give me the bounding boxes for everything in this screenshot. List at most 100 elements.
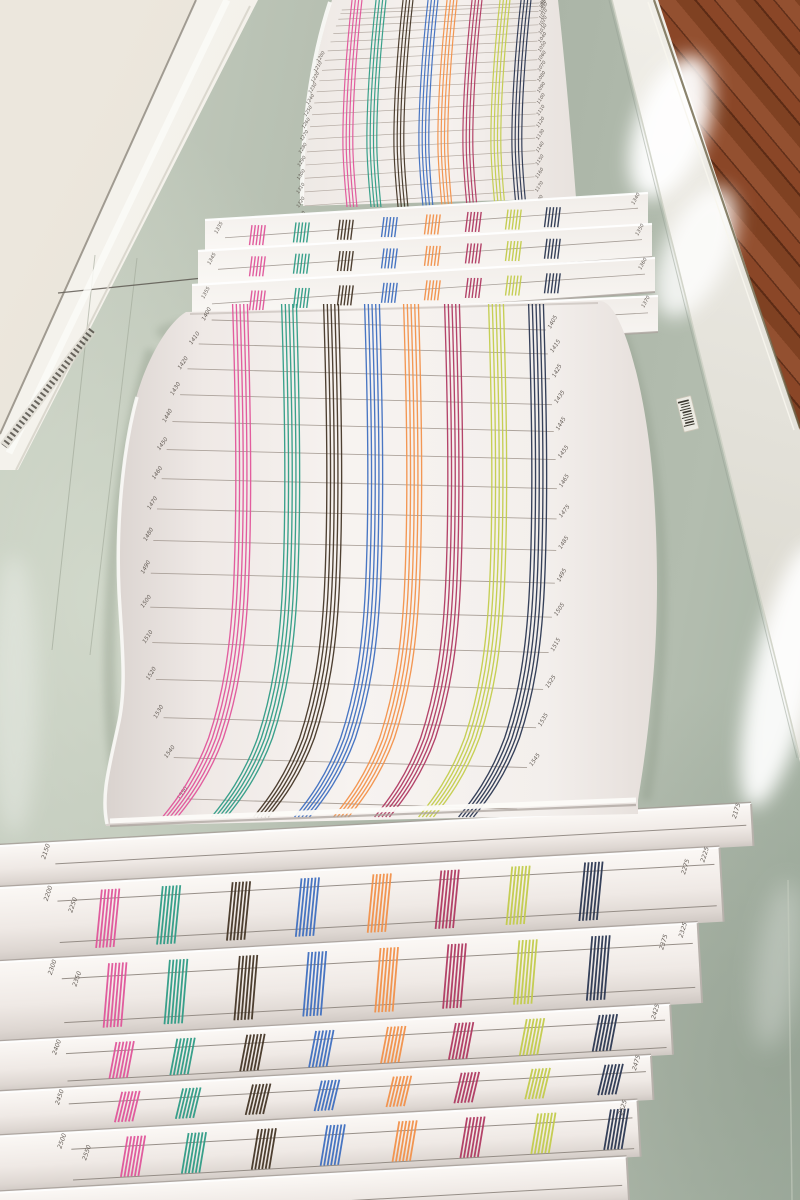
fold-edge-highlight <box>191 256 656 287</box>
ink-line-crimson <box>381 303 456 818</box>
ink-stroke-orange <box>384 873 392 932</box>
ink-stroke-orange <box>373 873 382 933</box>
tick-numeral: 2300 <box>47 959 59 976</box>
tick-numeral: 1345 <box>206 252 217 266</box>
ink-stroke-dark-brown <box>336 219 341 240</box>
fold-edge-highlight <box>0 1099 638 1140</box>
ink-stroke-dark-brown <box>256 1033 266 1071</box>
ink-line-pink <box>169 303 244 818</box>
ink-stroke-blue <box>302 952 310 1017</box>
ink-stroke-teal <box>296 287 300 309</box>
ink-stroke-pink <box>127 1090 138 1122</box>
step-shadow <box>721 851 731 922</box>
ink-stroke-pink <box>262 225 266 246</box>
ink-stroke-navy <box>592 935 601 1001</box>
ink-stroke-orange <box>427 214 431 235</box>
ruled-line <box>211 273 646 305</box>
ink-stroke-pink <box>116 962 124 1027</box>
frame-inner-shadow <box>608 0 798 759</box>
ink-stroke-teal <box>306 287 310 309</box>
tick-numeral: 1040 <box>537 31 548 44</box>
tick-numeral: 2325 <box>678 921 689 938</box>
ink-stroke-blue <box>319 951 328 1016</box>
bronze-trim <box>652 0 800 429</box>
ink-line-crimson <box>468 0 480 208</box>
fold-shadow <box>0 845 720 891</box>
fan-fold-face <box>192 258 655 325</box>
ink-stroke-orange <box>423 280 428 301</box>
ink-line-orange <box>333 303 408 818</box>
ink-stroke-yellow-green <box>511 240 516 262</box>
barcode-bar <box>679 407 691 412</box>
ink-stroke-yellow-green <box>524 1068 534 1100</box>
ink-stroke-pink <box>102 889 110 948</box>
ink-stroke-teal <box>172 1038 182 1076</box>
tick-numeral: 1110 <box>535 104 546 117</box>
ink-stroke-navy <box>596 935 604 1001</box>
ruled-line <box>153 539 557 551</box>
ink-stroke-dark-brown <box>236 955 245 1021</box>
ink-stroke-dark-brown <box>233 955 241 1021</box>
ink-stroke-crimson <box>448 869 457 929</box>
ruled-line <box>150 572 555 584</box>
ink-stroke-pink <box>105 888 114 948</box>
ink-stroke-pink <box>252 256 256 277</box>
ink-stroke-yellow-green <box>519 865 528 925</box>
ink-stroke-teal <box>188 1087 198 1119</box>
tick-numeral: 980 <box>539 0 549 6</box>
ink-stroke-crimson <box>478 211 482 233</box>
ink-stroke-dark-brown <box>246 1034 256 1071</box>
ink-stroke-yellow-green <box>514 275 519 296</box>
ink-line-pink <box>342 0 353 208</box>
fold-edge-highlight <box>197 222 653 253</box>
ink-stroke-pink <box>248 256 253 277</box>
ink-stroke-blue <box>319 1125 329 1166</box>
ink-stroke-teal <box>302 222 307 243</box>
ink-line-blue <box>301 303 376 818</box>
ruled-line <box>68 1071 646 1105</box>
fold-shadow <box>0 1053 651 1094</box>
ink-stroke-navy <box>597 1064 607 1096</box>
ink-stroke-dark-brown <box>340 285 344 306</box>
ink-stroke-navy <box>600 1064 610 1096</box>
sheet-edge-highlight <box>103 396 139 825</box>
ink-stroke-dark-brown <box>350 250 354 272</box>
step-shadow <box>699 926 709 1003</box>
ink-stroke-pink <box>115 1041 125 1079</box>
ruled-line <box>211 319 546 331</box>
ink-line-orange <box>344 303 419 818</box>
ink-stroke-pink <box>252 225 256 246</box>
ink-stroke-orange <box>397 1025 407 1063</box>
ink-stroke-navy <box>611 1063 621 1095</box>
ink-stroke-navy <box>543 273 548 294</box>
ink-stroke-navy <box>547 207 551 228</box>
ink-stroke-blue <box>331 1079 341 1111</box>
ink-stroke-navy <box>599 935 608 1000</box>
ink-stroke-orange <box>389 1076 399 1108</box>
fan-fold: 1335 1340 <box>204 192 649 259</box>
tick-numeral: 1160 <box>534 167 545 180</box>
ink-stroke-crimson <box>474 277 479 298</box>
ink-stroke-teal <box>173 885 182 944</box>
ink-stroke-blue <box>390 282 395 303</box>
ink-stroke-pink <box>262 256 266 277</box>
ink-line-pink <box>348 0 360 208</box>
tick-numeral: 1090 <box>536 81 547 94</box>
ink-stroke-dark-brown <box>264 1128 274 1169</box>
ink-stroke-blue <box>384 248 388 269</box>
ink-stroke-blue <box>311 1030 321 1068</box>
step-shadow <box>628 1161 636 1200</box>
ink-stroke-dark-brown <box>248 1084 258 1115</box>
ink-stroke-orange <box>395 1120 404 1162</box>
ruled-line <box>314 90 537 104</box>
ink-stroke-orange <box>391 947 399 1012</box>
ink-stroke-crimson <box>471 211 476 233</box>
ink-line-blue <box>297 303 373 818</box>
ink-stroke-teal <box>184 1132 193 1174</box>
ink-stroke-orange <box>392 1076 402 1107</box>
ink-line-yellow-green <box>496 0 508 208</box>
ink-stroke-navy <box>557 273 561 294</box>
ink-stroke-dark-brown <box>343 285 348 306</box>
ink-stroke-teal <box>169 1038 179 1076</box>
